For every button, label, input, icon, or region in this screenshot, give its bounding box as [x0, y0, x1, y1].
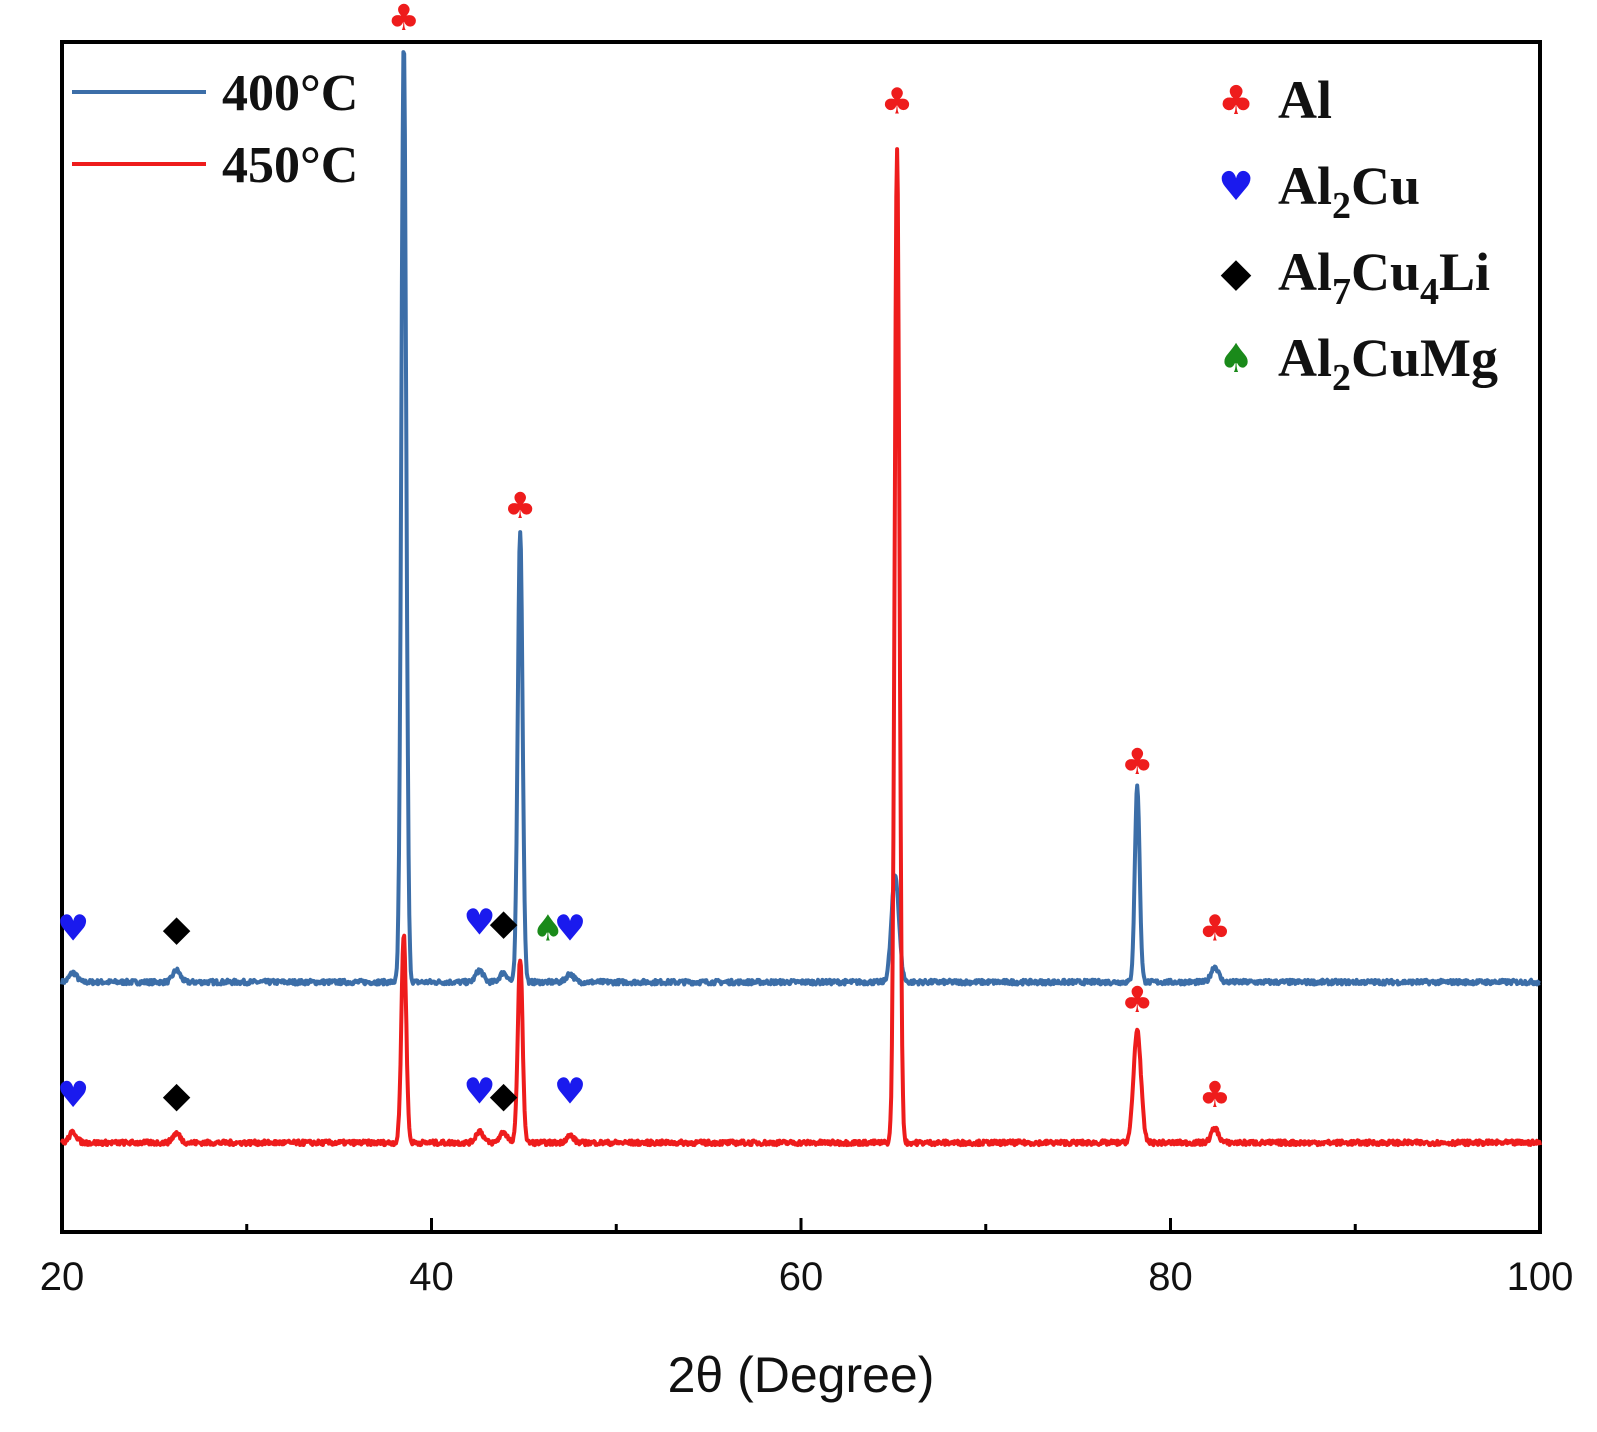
peak-marker-al: ♣: [1121, 980, 1153, 1021]
peak-marker-al7cu4li: ◆: [163, 1075, 191, 1116]
peak-marker-al2cumg: ♠: [532, 908, 564, 949]
peak-marker-al2cu: ♥: [463, 1071, 495, 1112]
x-axis: 20 40 60 80 100: [40, 1218, 1574, 1299]
peak-marker-al: ♣: [388, 0, 420, 39]
series-layer: [60, 50, 1542, 1148]
peak-marker-al2cu: ♥: [463, 903, 495, 944]
phase-legend-label: Al2CuMg: [1278, 328, 1498, 399]
peak-marker-al2cu: ♥: [57, 1075, 89, 1116]
phase-legend: ♣ Al ♥ Al2Cu ◆ Al7Cu4Li ♠ Al2CuMg: [1218, 70, 1498, 399]
plot-frame: [60, 40, 1542, 1234]
x-axis-title: 2θ (Degree): [668, 1347, 935, 1403]
peak-marker-al: ♣: [504, 486, 536, 527]
x-tick-label: 40: [409, 1255, 454, 1299]
x-tick-label: 60: [779, 1255, 824, 1299]
series-legend: 400°C 450°C: [72, 65, 358, 194]
peak-marker-al7cu4li: ◆: [163, 908, 191, 949]
phase-legend-label: Al2Cu: [1278, 156, 1420, 227]
x-tick-label: 80: [1148, 1255, 1193, 1299]
peak-marker-al: ♣: [1121, 742, 1153, 783]
peak-marker-al: ♣: [1199, 908, 1231, 949]
phase-legend-marker: ♠: [1218, 336, 1254, 382]
legend-label-0: 400°C: [222, 65, 358, 122]
x-tick-label: 100: [1507, 1255, 1574, 1299]
peak-marker-al: ♣: [881, 81, 913, 122]
peak-marker-al2cu: ♥: [57, 908, 89, 949]
peak-marker-al2cu: ♥: [554, 1071, 586, 1112]
x-tick-label: 20: [40, 1255, 85, 1299]
peak-marker-al7cu4li: ◆: [490, 1075, 518, 1116]
peak-marker-al7cu4li: ◆: [490, 903, 518, 944]
phase-legend-marker: ◆: [1221, 250, 1252, 296]
series-line-1: [60, 147, 1542, 1148]
peak-marker-al: ♣: [1199, 1075, 1231, 1116]
peak-marker-al2cu: ♥: [554, 908, 586, 949]
phase-legend-label: Al: [1278, 70, 1332, 130]
legend-label-1: 450°C: [222, 137, 358, 194]
series-line-0: [60, 50, 1542, 987]
phase-legend-marker: ♣: [1218, 78, 1254, 124]
phase-legend-marker: ♥: [1218, 164, 1254, 210]
phase-legend-label: Al7Cu4Li: [1278, 242, 1490, 313]
peak-annotations: ♣♣♣♣♣♣♣♥ ♥ ♥♥ ♥ ♥◆ ◆◆ ◆♠: [57, 0, 1231, 1116]
